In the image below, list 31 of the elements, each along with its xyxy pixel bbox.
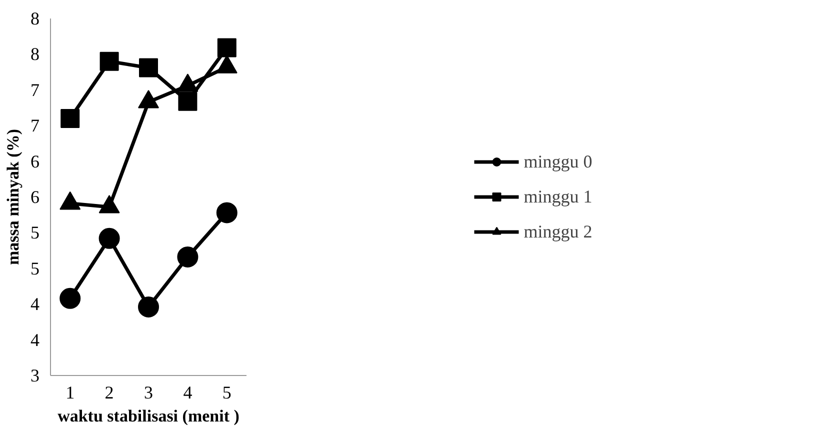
y-tick-label: 5 [30,258,40,278]
point [217,38,236,58]
point [216,202,238,224]
x-axis-title: waktu stabilisasi (menit ) [58,406,240,426]
point [100,52,119,71]
y-tick-label: 4 [30,330,40,350]
point [138,296,159,318]
y-tick-label: 4 [30,294,40,314]
y-tick-label: 7 [30,116,40,136]
point [139,58,158,78]
point [60,288,81,309]
y-tick-label: 6 [30,187,40,207]
y-tick-label: 6 [30,151,40,172]
y-tick-label: 3 [30,366,40,386]
legend-label: minggu 2 [524,221,592,242]
x-tick-label: 2 [104,382,114,402]
point [60,108,80,128]
point [98,228,120,249]
y-tick-label: 8 [30,44,40,64]
y-tick-label: 8 [30,8,40,28]
x-tick-label: 5 [222,382,232,402]
y-tick-label: 7 [30,80,40,100]
x-tick-label: 3 [144,382,153,402]
legend-label: minggu 1 [524,186,592,207]
legend-label: minggu 0 [524,151,592,172]
y-tick-label: 5 [30,222,40,243]
point [178,92,198,111]
y-axis-title: massa minyak (%) [4,128,22,266]
point [177,246,198,268]
x-tick-label: 1 [66,382,75,402]
x-tick-label: 4 [183,382,192,402]
